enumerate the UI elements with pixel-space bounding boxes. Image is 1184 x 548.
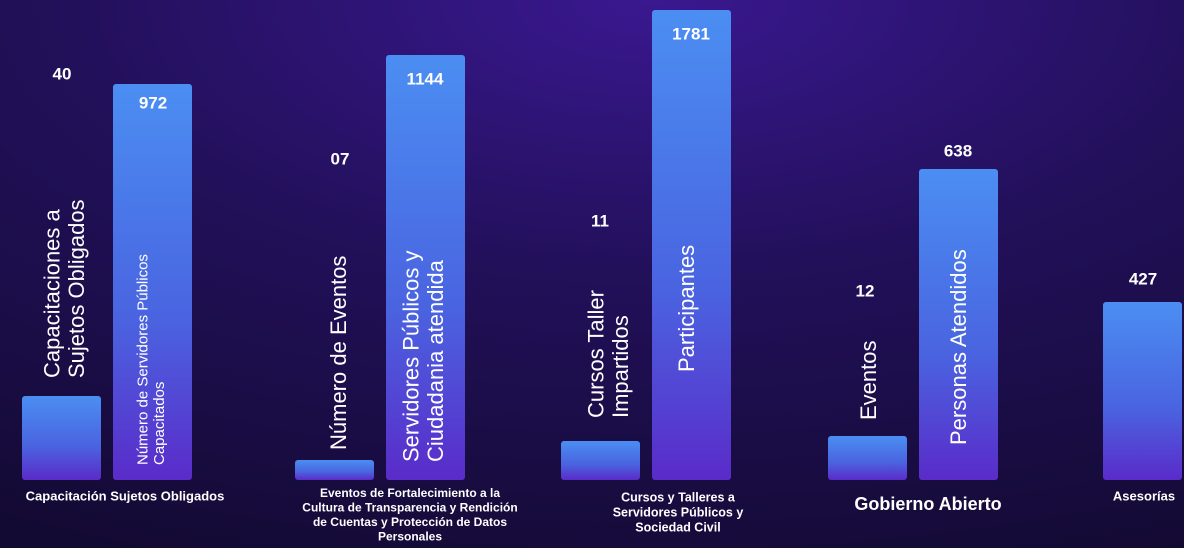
value-label: 427 bbox=[1129, 269, 1157, 288]
value-label: 972 bbox=[139, 93, 167, 112]
group-title: Gobierno Abierto bbox=[854, 494, 1001, 514]
bar bbox=[22, 396, 101, 480]
value-label: 1781 bbox=[672, 24, 710, 43]
bar bbox=[561, 441, 640, 480]
bar-label: Ciudadania atendida bbox=[423, 259, 448, 462]
bar bbox=[1103, 302, 1182, 480]
group-title: Cultura de Transparencia y Rendición bbox=[302, 501, 517, 515]
bar bbox=[386, 55, 465, 480]
group-title: Asesorías bbox=[1113, 488, 1175, 503]
value-label: 12 bbox=[856, 281, 875, 300]
bar-label: Número de Servidores Públicos bbox=[135, 254, 152, 465]
bar bbox=[652, 10, 731, 480]
bar bbox=[295, 460, 374, 480]
bar-label: Personas Atendidos bbox=[946, 249, 971, 445]
value-label: 07 bbox=[331, 149, 350, 168]
bar-label: Servidores Públicos y bbox=[399, 250, 424, 462]
group-title: Eventos de Fortalecimiento a la bbox=[320, 486, 500, 500]
bar-label: Capacitados bbox=[151, 382, 168, 465]
bar-label: Número de Eventos bbox=[326, 256, 351, 450]
value-label: 1144 bbox=[407, 69, 444, 88]
group-title: Servidores Públicos y bbox=[613, 505, 744, 519]
bar bbox=[919, 169, 998, 480]
content: 40 Capacitaciones a Sujetos Obligados 972 Nú… bbox=[22, 10, 1182, 543]
value-label: 11 bbox=[591, 211, 609, 230]
bar bbox=[828, 436, 907, 480]
group-title: Capacitación Sujetos Obligados bbox=[26, 488, 225, 503]
bar-label: Eventos bbox=[856, 341, 881, 421]
bar-label: Cursos Taller bbox=[584, 290, 609, 418]
bar-label: Sujetos Obligados bbox=[64, 199, 89, 378]
bar-label: Impartidos bbox=[608, 315, 633, 418]
bar bbox=[113, 84, 192, 480]
bar-label: Capacitaciones a bbox=[40, 208, 65, 378]
bar-label: Participantes bbox=[674, 245, 699, 372]
group-title: Sociedad Civil bbox=[635, 520, 720, 534]
group-title: Cursos y Talleres a bbox=[621, 490, 736, 504]
value-label: 40 bbox=[53, 64, 72, 83]
value-label: 638 bbox=[944, 141, 972, 160]
group-title: de Cuentas y Protección de Datos bbox=[313, 515, 507, 529]
group-title: Personales bbox=[378, 529, 442, 543]
